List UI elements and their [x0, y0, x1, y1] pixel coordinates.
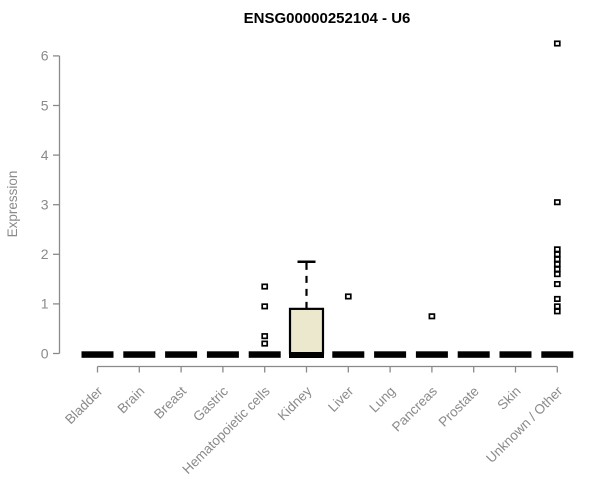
- outlier-point: [553, 295, 561, 302]
- x-tick-label: Breast: [151, 383, 189, 421]
- flat-box: [499, 351, 532, 358]
- flat-box: [123, 351, 156, 358]
- y-tick-label: 3: [41, 197, 49, 213]
- outlier-point: [344, 293, 352, 300]
- flat-box: [415, 351, 448, 358]
- flat-box: [248, 351, 281, 358]
- outlier-point: [261, 333, 269, 340]
- x-tick-label: Prostate: [436, 384, 482, 430]
- x-tick-label: Pancreas: [389, 383, 440, 434]
- outlier-point: [553, 256, 561, 263]
- y-axis-title: Expression: [5, 171, 20, 238]
- flat-box: [206, 351, 239, 358]
- outlier-point: [553, 246, 561, 253]
- outlier-point: [553, 251, 561, 258]
- outlier-point: [553, 261, 561, 268]
- outlier-point: [261, 340, 269, 347]
- x-tick-label: Lung: [366, 384, 398, 416]
- x-tick-label: Kidney: [275, 383, 315, 423]
- outlier-point: [553, 308, 561, 315]
- outlier-point: [553, 281, 561, 288]
- flat-box: [81, 351, 114, 358]
- flat-box: [332, 351, 365, 358]
- outlier-point: [553, 271, 561, 278]
- y-tick-label: 4: [41, 147, 49, 163]
- x-tick-label: Gastric: [190, 383, 231, 424]
- y-tick-label: 5: [41, 97, 49, 113]
- outlier-point: [553, 303, 561, 310]
- outlier-point: [553, 199, 561, 206]
- x-tick-label: Bladder: [62, 383, 106, 427]
- flat-box: [374, 351, 407, 358]
- chart-title: ENSG00000252104 - U6: [244, 10, 411, 27]
- median-line: [289, 352, 324, 358]
- x-tick-label: Brain: [115, 384, 148, 417]
- x-tick-label: Unknown / Other: [483, 383, 566, 466]
- outlier-point: [428, 313, 436, 320]
- outlier-point: [553, 40, 561, 47]
- outlier-point: [261, 303, 269, 310]
- outlier-point: [261, 283, 269, 290]
- outlier-point: [553, 266, 561, 273]
- x-tick-label: Skin: [494, 384, 523, 413]
- box: [288, 307, 325, 355]
- y-tick-label: 0: [41, 345, 49, 361]
- flat-box: [165, 351, 198, 358]
- x-tick-label: Liver: [325, 383, 357, 415]
- y-tick-label: 2: [41, 246, 49, 262]
- y-tick-label: 1: [41, 296, 49, 312]
- flat-box: [457, 351, 490, 358]
- flat-box: [541, 351, 574, 358]
- y-tick-label: 6: [41, 48, 49, 64]
